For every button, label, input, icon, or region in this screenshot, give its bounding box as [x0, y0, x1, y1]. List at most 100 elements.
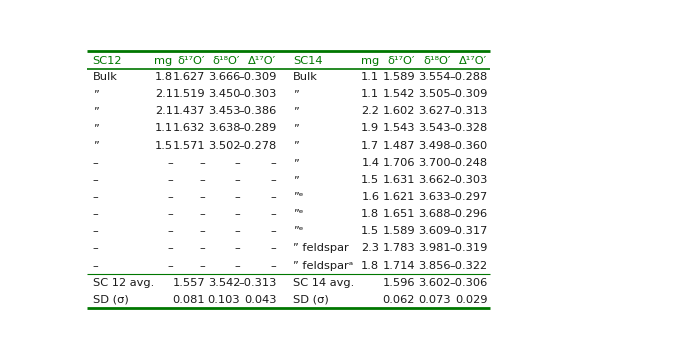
Text: 3.666: 3.666 — [208, 72, 240, 82]
Text: 0.103: 0.103 — [208, 295, 240, 305]
Text: 1.8: 1.8 — [362, 209, 380, 219]
Text: 0.029: 0.029 — [455, 295, 487, 305]
Text: 3.542: 3.542 — [208, 278, 240, 288]
Text: mg: mg — [361, 56, 380, 66]
Text: ” feldsparᵃ: ” feldsparᵃ — [293, 261, 353, 271]
Text: 1.631: 1.631 — [383, 175, 415, 185]
Text: δ¹⁷O′: δ¹⁷O′ — [387, 56, 415, 66]
Text: –0.296: –0.296 — [450, 209, 487, 219]
Text: –: – — [200, 158, 205, 168]
Text: SC14: SC14 — [293, 56, 322, 66]
Text: –: – — [167, 192, 172, 202]
Text: –: – — [93, 209, 98, 219]
Text: 2.1: 2.1 — [155, 106, 172, 116]
Text: –: – — [93, 175, 98, 185]
Text: –: – — [271, 243, 276, 253]
Text: 1.519: 1.519 — [172, 89, 205, 99]
Text: –: – — [271, 209, 276, 219]
Text: –0.289: –0.289 — [238, 123, 276, 134]
Text: 3.627: 3.627 — [418, 106, 451, 116]
Text: 1.9: 1.9 — [362, 123, 380, 134]
Text: 1.714: 1.714 — [383, 261, 415, 271]
Text: –0.319: –0.319 — [450, 243, 487, 253]
Text: ”: ” — [93, 89, 98, 99]
Text: SC12: SC12 — [93, 56, 122, 66]
Text: –0.386: –0.386 — [238, 106, 276, 116]
Text: 1.437: 1.437 — [172, 106, 205, 116]
Text: 1.542: 1.542 — [383, 89, 415, 99]
Text: 1.1: 1.1 — [362, 89, 380, 99]
Text: –: – — [235, 175, 240, 185]
Text: –: – — [93, 243, 98, 253]
Text: –0.360: –0.360 — [450, 141, 487, 151]
Text: 1.589: 1.589 — [383, 226, 415, 236]
Text: –0.303: –0.303 — [238, 89, 276, 99]
Text: 1.5: 1.5 — [362, 175, 380, 185]
Text: 1.602: 1.602 — [383, 106, 415, 116]
Text: 2.2: 2.2 — [362, 106, 380, 116]
Text: –: – — [235, 261, 240, 271]
Text: –: – — [200, 175, 205, 185]
Text: –: – — [271, 158, 276, 168]
Text: 3.688: 3.688 — [418, 209, 451, 219]
Text: δ¹⁸O′: δ¹⁸O′ — [423, 56, 451, 66]
Text: ” feldspar: ” feldspar — [293, 243, 348, 253]
Text: 1.5: 1.5 — [362, 226, 380, 236]
Text: 3.453: 3.453 — [208, 106, 240, 116]
Text: 3.609: 3.609 — [418, 226, 451, 236]
Text: –0.278: –0.278 — [238, 141, 276, 151]
Text: 3.981: 3.981 — [418, 243, 451, 253]
Text: Bulk: Bulk — [93, 72, 117, 82]
Text: 3.554: 3.554 — [418, 72, 451, 82]
Text: 1.557: 1.557 — [172, 278, 205, 288]
Text: –: – — [167, 226, 172, 236]
Text: ”: ” — [293, 123, 299, 134]
Text: 0.043: 0.043 — [244, 295, 276, 305]
Text: δ¹⁷O′: δ¹⁷O′ — [178, 56, 205, 66]
Text: ”: ” — [293, 175, 299, 185]
Text: 1.706: 1.706 — [383, 158, 415, 168]
Text: SD (σ): SD (σ) — [293, 295, 329, 305]
Text: –: – — [167, 243, 172, 253]
Text: ”: ” — [293, 89, 299, 99]
Text: 1.4: 1.4 — [362, 158, 380, 168]
Text: –: – — [271, 192, 276, 202]
Text: ”: ” — [93, 106, 98, 116]
Text: Bulk: Bulk — [293, 72, 318, 82]
Text: –0.309: –0.309 — [238, 72, 276, 82]
Text: 1.632: 1.632 — [173, 123, 205, 134]
Text: 1.7: 1.7 — [362, 141, 380, 151]
Text: –: – — [235, 243, 240, 253]
Text: ”: ” — [93, 123, 98, 134]
Text: –0.248: –0.248 — [450, 158, 487, 168]
Text: 3.700: 3.700 — [418, 158, 451, 168]
Text: –: – — [167, 175, 172, 185]
Text: 3.602: 3.602 — [418, 278, 451, 288]
Text: ”: ” — [293, 158, 299, 168]
Text: –: – — [93, 192, 98, 202]
Text: –: – — [93, 158, 98, 168]
Text: 1.487: 1.487 — [383, 141, 415, 151]
Text: –0.313: –0.313 — [238, 278, 276, 288]
Text: 1.596: 1.596 — [383, 278, 415, 288]
Text: 1.6: 1.6 — [362, 192, 380, 202]
Text: –: – — [235, 226, 240, 236]
Text: –: – — [200, 192, 205, 202]
Text: –0.317: –0.317 — [450, 226, 487, 236]
Text: 1.627: 1.627 — [173, 72, 205, 82]
Text: 1.589: 1.589 — [383, 72, 415, 82]
Text: –: – — [271, 175, 276, 185]
Text: 3.505: 3.505 — [418, 89, 451, 99]
Text: Δ¹⁷O′: Δ¹⁷O′ — [459, 56, 487, 66]
Text: –: – — [200, 261, 205, 271]
Text: –0.297: –0.297 — [450, 192, 487, 202]
Text: –: – — [93, 226, 98, 236]
Text: SC 14 avg.: SC 14 avg. — [293, 278, 354, 288]
Text: –0.328: –0.328 — [450, 123, 487, 134]
Text: –0.313: –0.313 — [450, 106, 487, 116]
Text: –0.306: –0.306 — [450, 278, 487, 288]
Text: 1.1: 1.1 — [362, 72, 380, 82]
Text: 1.543: 1.543 — [383, 123, 415, 134]
Text: –: – — [235, 209, 240, 219]
Text: 1.621: 1.621 — [383, 192, 415, 202]
